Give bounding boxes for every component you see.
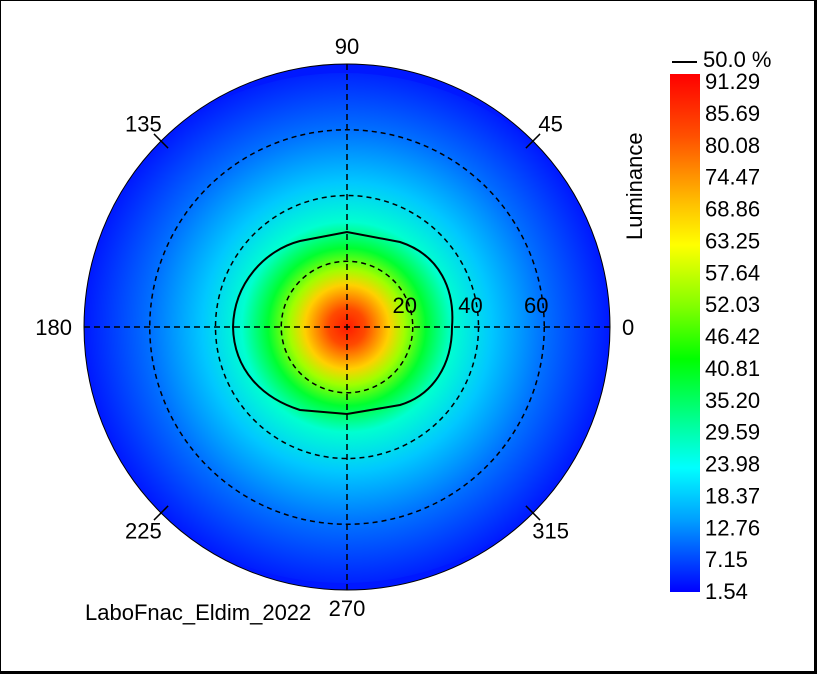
angle-label-180: 180 bbox=[35, 315, 72, 340]
colorbar: 50.0 % Luminance 91.29 85.69 80.08 74.47 68.… bbox=[622, 47, 772, 604]
colorbar-tick-23.98: 23.98 bbox=[705, 452, 760, 477]
colorbar-tick-80.08: 80.08 bbox=[705, 133, 760, 158]
colorbar-tick-18.37: 18.37 bbox=[705, 483, 760, 508]
angle-tick-315 bbox=[525, 505, 541, 521]
angle-label-135: 135 bbox=[125, 111, 162, 136]
radial-label-60: 60 bbox=[524, 293, 548, 318]
colorbar-tick-52.03: 52.03 bbox=[705, 292, 760, 317]
colorbar-tick-63.25: 63.25 bbox=[705, 228, 760, 253]
colorbar-tick-57.64: 57.64 bbox=[705, 260, 760, 285]
contour-legend-label: 50.0 % bbox=[703, 47, 772, 72]
angle-tick-135 bbox=[153, 133, 169, 149]
colorbar-tick-46.42: 46.42 bbox=[705, 324, 760, 349]
chart-caption: LaboFnac_Eldim_2022 bbox=[85, 600, 311, 625]
polar-grid bbox=[84, 64, 610, 590]
colorbar-tick-35.20: 35.20 bbox=[705, 388, 760, 413]
colorbar-tick-1.54: 1.54 bbox=[705, 579, 748, 604]
colorbar-tick-40.81: 40.81 bbox=[705, 356, 760, 381]
angle-label-270: 270 bbox=[329, 596, 366, 621]
angle-label-225: 225 bbox=[125, 519, 162, 544]
contour-50pct bbox=[231, 230, 454, 416]
colorbar-tick-12.76: 12.76 bbox=[705, 515, 760, 540]
colorbar-label: Luminance bbox=[622, 132, 647, 240]
radial-label-20: 20 bbox=[393, 293, 417, 318]
colorbar-tick-29.59: 29.59 bbox=[705, 420, 760, 445]
angle-label-0: 0 bbox=[622, 315, 634, 340]
colorbar-tick-91.29: 91.29 bbox=[705, 69, 760, 94]
radial-label-40: 40 bbox=[458, 293, 482, 318]
angle-tick-225 bbox=[153, 505, 169, 521]
colorbar-gradient bbox=[670, 74, 700, 592]
colorbar-tick-85.69: 85.69 bbox=[705, 101, 760, 126]
angle-label-315: 315 bbox=[532, 519, 569, 544]
angle-label-45: 45 bbox=[538, 111, 562, 136]
angle-label-90: 90 bbox=[335, 34, 359, 59]
colorbar-tick-7.15: 7.15 bbox=[705, 547, 748, 572]
angle-labels: 0 45 90 135 180 225 270 315 bbox=[35, 34, 634, 621]
luminance-gradient bbox=[84, 73, 610, 583]
radial-labels: 20 40 60 bbox=[393, 293, 549, 318]
colorbar-tick-68.86: 68.86 bbox=[705, 197, 760, 222]
colorbar-tick-74.47: 74.47 bbox=[705, 165, 760, 190]
colorbar-ticks: 91.29 85.69 80.08 74.47 68.86 63.25 57.64 52.03… bbox=[705, 69, 760, 604]
angle-tick-45 bbox=[525, 133, 541, 149]
radial-grid-circle-20 bbox=[280, 260, 414, 394]
